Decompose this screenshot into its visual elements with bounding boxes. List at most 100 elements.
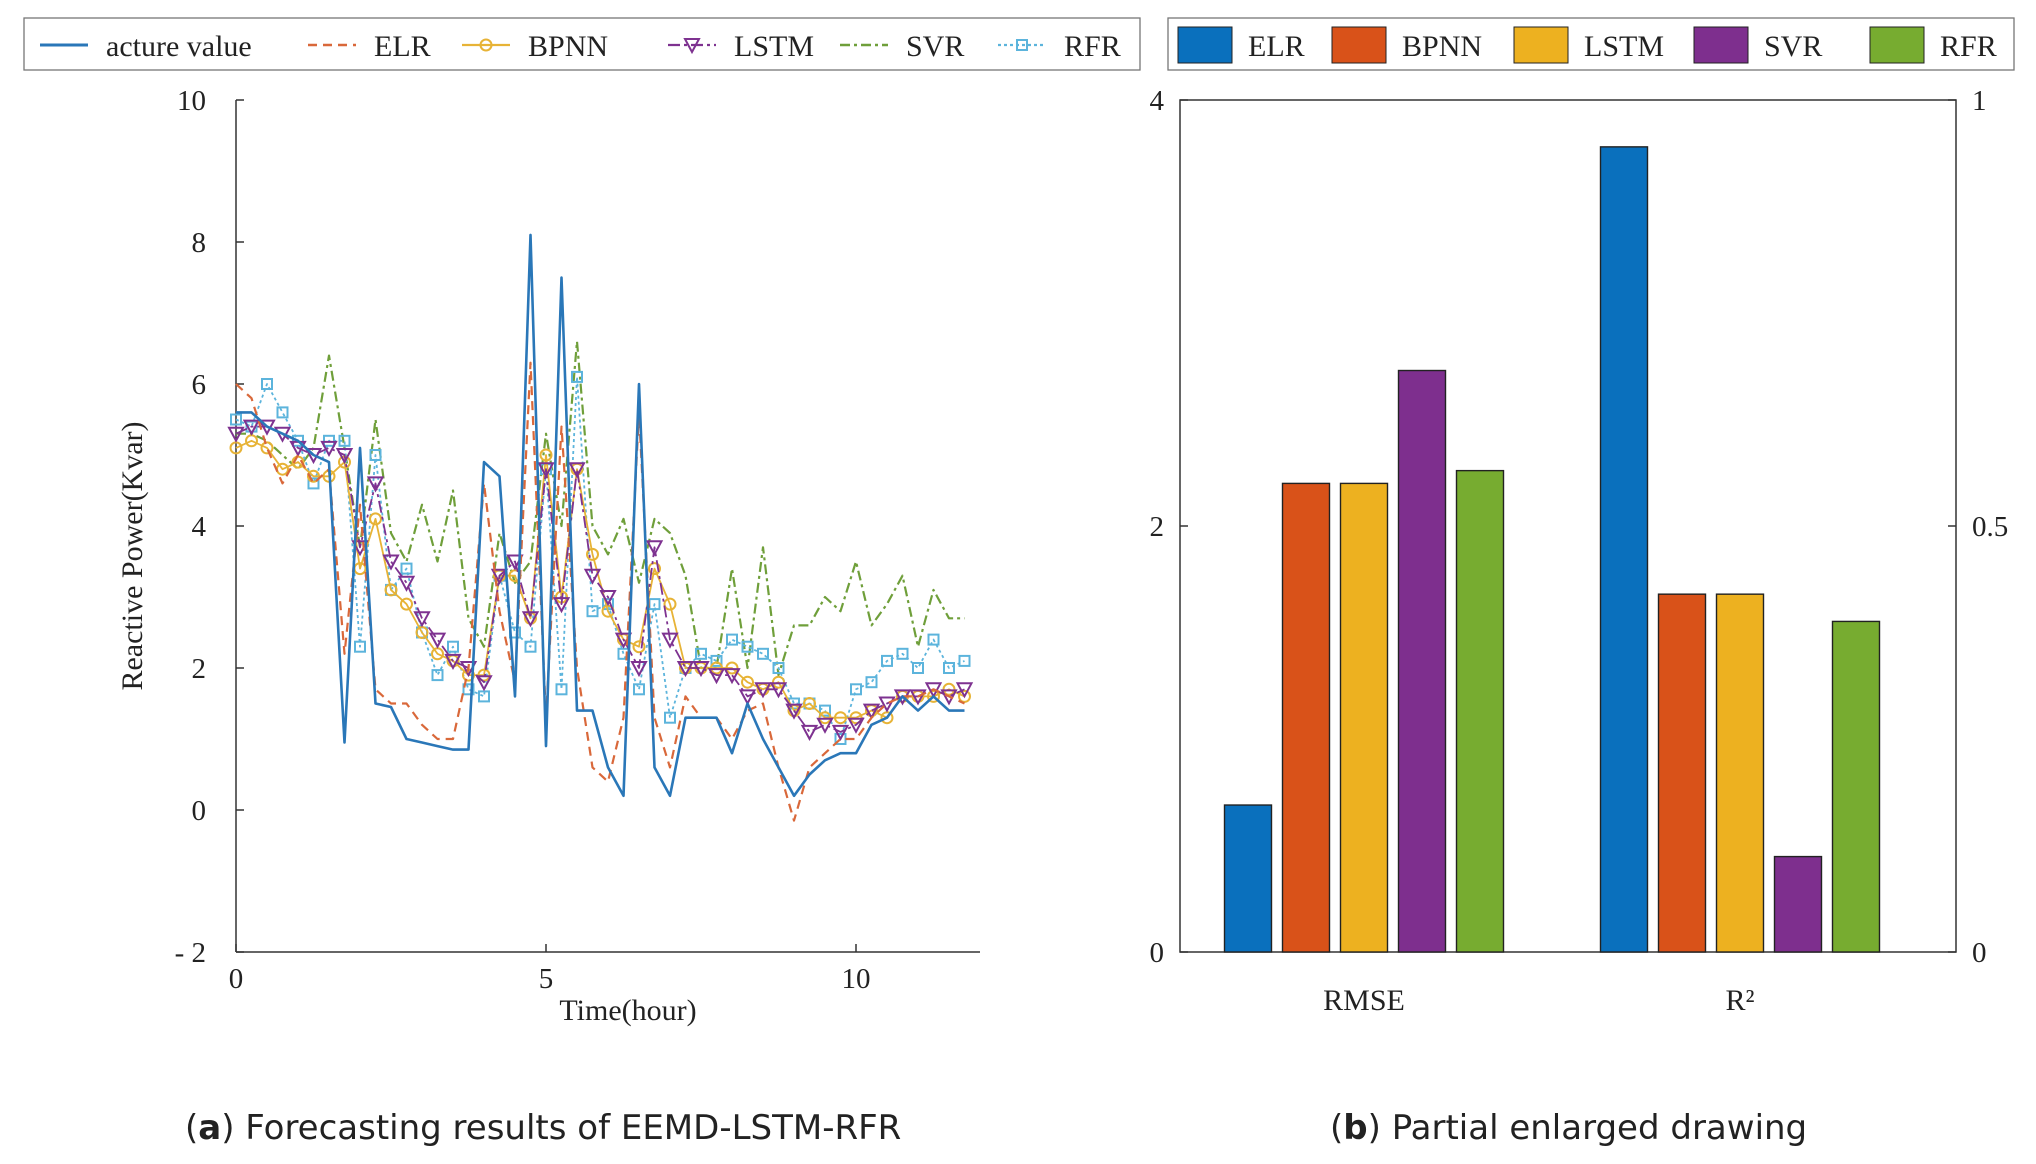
y-tick-label: - 2 bbox=[175, 937, 206, 969]
data-point-rfr bbox=[338, 434, 351, 447]
y-tick-label: 2 bbox=[192, 653, 207, 685]
data-point-rfr bbox=[695, 647, 707, 660]
bar-r2-elr bbox=[1599, 146, 1649, 953]
data-point-lstm bbox=[413, 611, 431, 628]
data-point-lstm bbox=[521, 611, 540, 628]
data-point-rfr bbox=[478, 690, 490, 703]
legend-swatch-svr bbox=[1693, 26, 1749, 64]
data-point-lstm bbox=[707, 668, 726, 685]
bar-rmse-lstm bbox=[1339, 482, 1389, 953]
data-point-bpnn bbox=[818, 711, 832, 725]
data-point-bpnn bbox=[632, 640, 646, 654]
data-point-rfr bbox=[369, 449, 382, 461]
data-point-lstm bbox=[552, 597, 571, 614]
legend-swatch-rfr bbox=[1869, 26, 1925, 64]
data-point-lstm bbox=[568, 462, 586, 479]
left-y-tick-label: 0 bbox=[1150, 937, 1165, 969]
y-tick-label: 10 bbox=[177, 85, 206, 117]
x-tick-label: 5 bbox=[539, 963, 554, 995]
data-point-rfr bbox=[230, 413, 242, 426]
bar-r2-svr bbox=[1773, 855, 1823, 953]
data-point-bpnn bbox=[260, 441, 274, 455]
line-chart-panel: - 2 0 2 4 6 8 10 0 5 10 Time(hour) Reactive Power(K… bbox=[23, 17, 1141, 1027]
data-point-bpnn bbox=[772, 675, 785, 689]
data-point-lstm bbox=[831, 724, 850, 742]
data-point-bpnn bbox=[648, 562, 661, 576]
data-point-bpnn bbox=[369, 512, 382, 526]
data-point-bpnn bbox=[803, 697, 816, 710]
data-point-rfr bbox=[943, 662, 955, 674]
right-y-tick-label: 0 bbox=[1972, 937, 1987, 969]
data-point-bpnn bbox=[849, 711, 863, 725]
category-label-rmse: RMSE bbox=[1323, 984, 1405, 1017]
data-point-rfr bbox=[896, 647, 909, 660]
data-point-lstm bbox=[645, 540, 664, 557]
data-point-lstm bbox=[583, 568, 602, 585]
data-point-rfr bbox=[927, 633, 940, 646]
data-point-rfr bbox=[354, 640, 366, 653]
legend-label-acture-value: acture value bbox=[106, 30, 252, 63]
data-point-lstm bbox=[847, 717, 865, 734]
data-point-lstm bbox=[661, 632, 679, 649]
data-point-rfr bbox=[757, 647, 769, 660]
data-point-bpnn bbox=[958, 689, 971, 703]
data-point-lstm bbox=[630, 661, 648, 678]
legend-label-elr: ELR bbox=[374, 30, 431, 63]
data-point-lstm bbox=[754, 682, 772, 699]
legend-label-rfr: RFR bbox=[1940, 30, 1997, 63]
data-point-lstm bbox=[599, 590, 617, 607]
series-line-acture-value bbox=[236, 233, 965, 798]
data-point-rfr bbox=[400, 562, 413, 575]
data-point-lstm bbox=[227, 426, 245, 443]
data-point-bpnn bbox=[927, 689, 940, 703]
series-acture-value bbox=[236, 233, 965, 798]
data-point-lstm bbox=[444, 653, 462, 671]
data-point-lstm bbox=[785, 703, 803, 720]
data-point-bpnn bbox=[942, 682, 956, 696]
data-point-rfr bbox=[741, 640, 754, 653]
legend-a: acture value ELR BPNN LSTM SVR RFR bbox=[23, 17, 1141, 71]
data-point-rfr bbox=[292, 434, 304, 447]
caption-a: (a) Forecasting results of EEMD-LSTM-RFR bbox=[185, 1108, 902, 1148]
data-point-rfr bbox=[834, 733, 847, 745]
data-point-bpnn bbox=[477, 668, 491, 682]
legend-marker-bpnn bbox=[479, 38, 493, 52]
data-point-rfr bbox=[664, 711, 676, 724]
data-point-lstm bbox=[242, 419, 261, 436]
series-svr bbox=[236, 340, 965, 677]
right-y-tick-label: 0.5 bbox=[1972, 511, 2008, 543]
caption-a-text: Forecasting results of EEMD-LSTM-RFR bbox=[245, 1108, 902, 1148]
data-point-rfr bbox=[524, 640, 537, 653]
series-rfr bbox=[230, 370, 971, 745]
data-point-rfr bbox=[555, 683, 568, 696]
data-point-lstm bbox=[955, 682, 974, 699]
caption-b: (b) Partial enlarged drawing bbox=[1330, 1108, 1808, 1148]
data-point-lstm bbox=[878, 696, 896, 713]
data-point-lstm bbox=[475, 675, 493, 692]
bar-rmse-rfr bbox=[1455, 469, 1505, 953]
series-line-lstm bbox=[235, 425, 965, 733]
legend-label-lstm: LSTM bbox=[734, 30, 814, 63]
data-point-lstm bbox=[816, 717, 834, 734]
category-label-r2: R² bbox=[1725, 984, 1754, 1017]
legend-label-svr: SVR bbox=[1764, 30, 1822, 63]
data-point-rfr bbox=[726, 633, 738, 646]
legend-marker-lstm bbox=[683, 38, 701, 55]
data-point-rfr bbox=[819, 704, 831, 717]
data-point-rfr bbox=[276, 406, 289, 419]
data-point-rfr bbox=[447, 640, 459, 653]
y-tick-label: 4 bbox=[192, 511, 207, 543]
y-tick-label: 0 bbox=[192, 795, 207, 827]
data-point-bpnn bbox=[384, 583, 398, 597]
data-point-lstm bbox=[692, 661, 710, 678]
bar-chart-panel: 0 2 4 0 0.5 1 RMSE R² ELR BPNN LSTM SVR RFR bbox=[1150, 17, 2015, 1017]
y-tick-label: 8 bbox=[192, 227, 207, 259]
legend-label-bpnn: BPNN bbox=[1402, 30, 1482, 63]
data-point-lstm bbox=[382, 554, 400, 571]
bar-r2-lstm bbox=[1715, 593, 1765, 953]
right-y-tick-label: 1 bbox=[1972, 85, 1987, 117]
series-line-elr bbox=[235, 361, 965, 822]
data-point-rfr bbox=[431, 669, 444, 682]
data-point-bpnn bbox=[586, 547, 599, 561]
data-point-rfr bbox=[958, 654, 971, 667]
